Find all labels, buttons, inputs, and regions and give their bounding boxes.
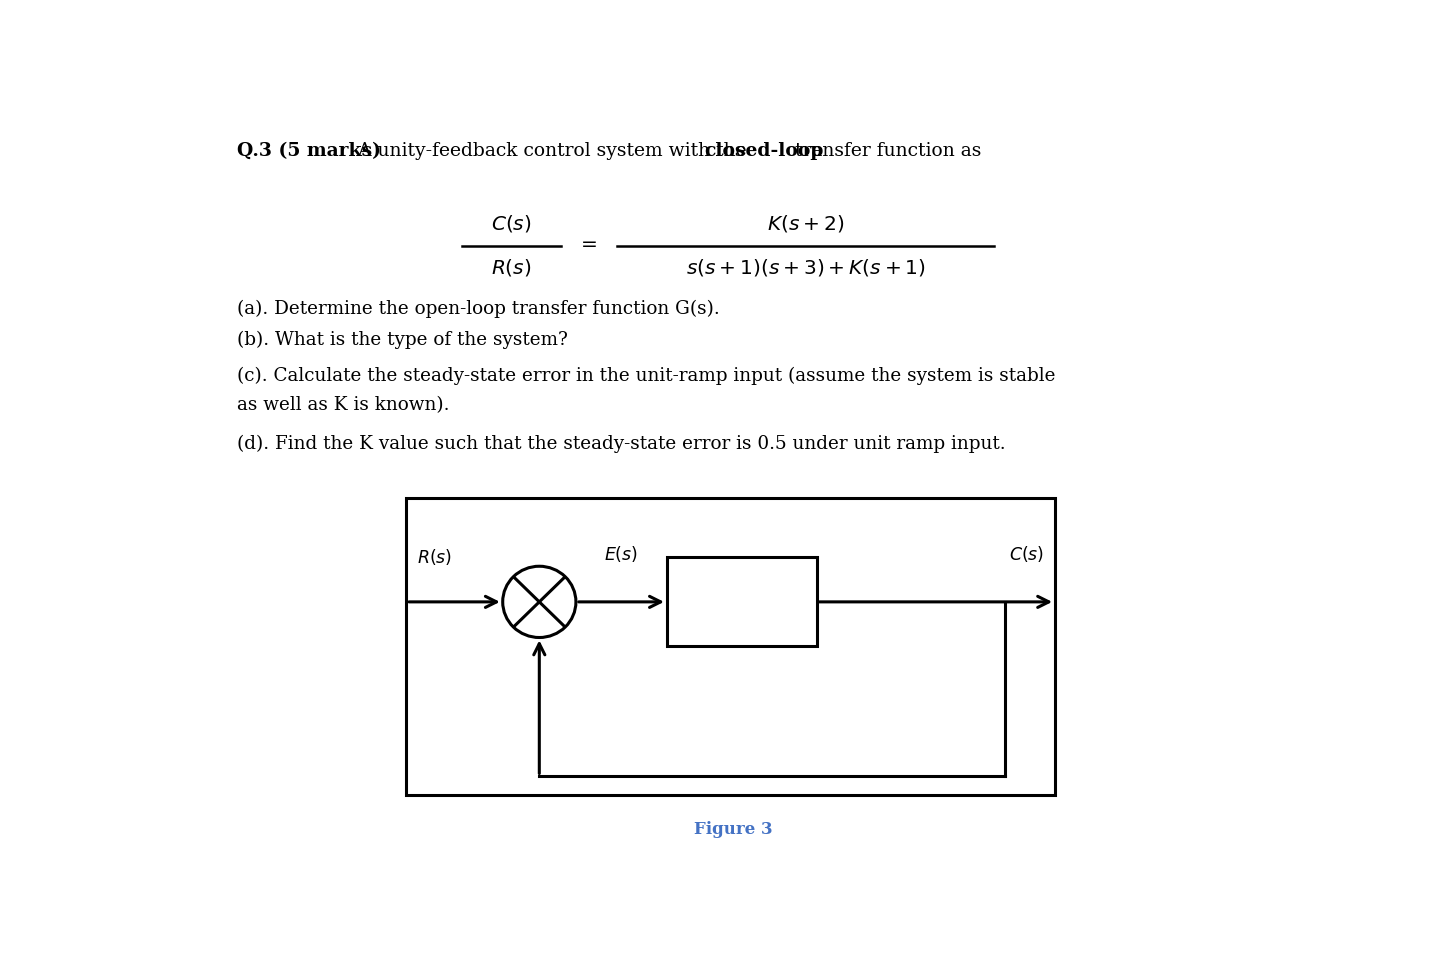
Text: $=$: $=$ [577, 233, 597, 253]
Text: A unity-feedback control system with the: A unity-feedback control system with the [352, 143, 753, 160]
Text: (b). What is the type of the system?: (b). What is the type of the system? [236, 331, 568, 349]
Polygon shape [667, 557, 817, 647]
Text: $E(s)$: $E(s)$ [604, 544, 638, 564]
Text: Q.3 (5 marks): Q.3 (5 marks) [236, 143, 381, 160]
Text: as well as K is known).: as well as K is known). [236, 396, 449, 415]
Text: $G(s)$: $G(s)$ [723, 591, 761, 612]
Text: $C(s)$: $C(s)$ [1009, 544, 1045, 564]
Text: Figure 3: Figure 3 [694, 821, 773, 839]
Text: (a). Determine the open-loop transfer function G(s).: (a). Determine the open-loop transfer fu… [236, 300, 720, 318]
Ellipse shape [502, 566, 575, 637]
Text: (c). Calculate the steady-state error in the unit-ramp input (assume the system : (c). Calculate the steady-state error in… [236, 366, 1055, 385]
Text: closed-loop: closed-loop [704, 143, 824, 160]
Text: $R(s)$: $R(s)$ [418, 548, 452, 568]
Text: $s(s+1)(s+3)+K(s+1)$: $s(s+1)(s+3)+K(s+1)$ [685, 256, 926, 278]
Text: $K(s+2)$: $K(s+2)$ [767, 213, 844, 234]
Text: transfer function as: transfer function as [788, 143, 982, 160]
Text: −: − [511, 611, 525, 629]
Text: +: + [511, 580, 522, 594]
Text: $C(s)$: $C(s)$ [491, 213, 532, 234]
Text: $R(s)$: $R(s)$ [491, 256, 532, 278]
Text: (d). Find the K value such that the steady-state error is 0.5 under unit ramp in: (d). Find the K value such that the stea… [236, 435, 1005, 453]
